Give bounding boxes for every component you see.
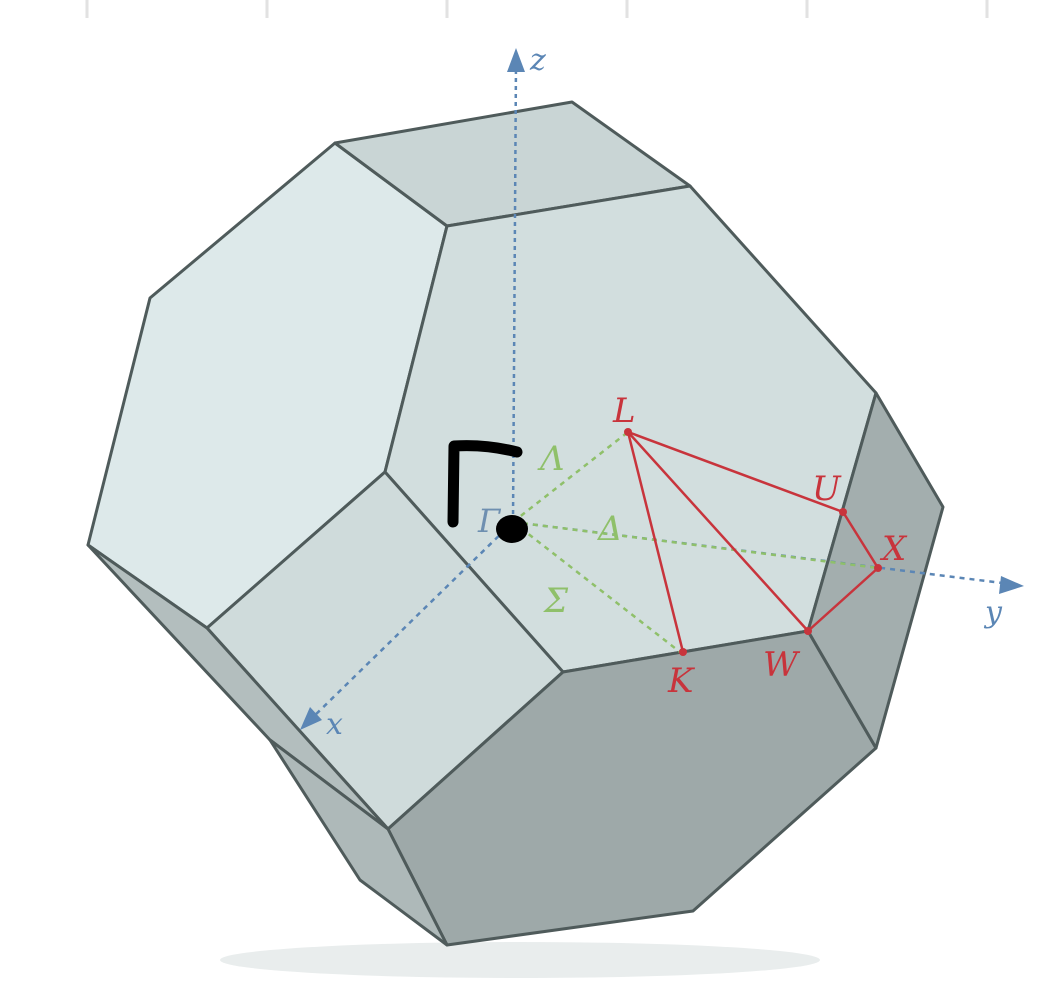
handwritten-gamma-annotation [447, 440, 523, 528]
face-bottom-sliver [268, 738, 449, 947]
path-W-X [806, 566, 880, 633]
handwritten-gamma-dot [496, 515, 528, 543]
point-W-dot [804, 627, 812, 635]
x-arrow-icon [300, 707, 322, 730]
point-K-dot [679, 648, 687, 656]
point-X-label: X [879, 529, 908, 569]
handwritten-gamma-stroke [447, 440, 523, 528]
delta-label: Δ [596, 509, 623, 549]
point-L-dot [624, 428, 632, 436]
path-L-W [626, 430, 810, 633]
z-arrow-icon [507, 48, 525, 72]
point-X-dot [874, 564, 882, 572]
symmetry-lines [512, 431, 879, 653]
point-W-label: W [763, 645, 801, 685]
path-L-U [626, 430, 845, 514]
point-U-label: U [812, 469, 842, 509]
axis-arrowheads [300, 48, 1024, 730]
lambda-line [512, 431, 629, 523]
point-L-label: L [612, 391, 636, 431]
path-U-X [841, 510, 880, 570]
y-arrow-icon [999, 576, 1024, 594]
polyhedron-shadow [220, 942, 820, 978]
delta-line [512, 520, 879, 570]
y-axis-label: y [983, 595, 1003, 630]
path-points [624, 428, 882, 656]
x-axis-line [307, 521, 514, 723]
point-K-label: K [667, 661, 696, 701]
z-axis-label: z [529, 43, 546, 78]
x-axis-label: x [326, 707, 343, 742]
path-L-K [626, 430, 685, 654]
sigma-label: Σ [542, 581, 569, 621]
truncated-octahedron [86, 100, 945, 947]
top-grid-ticks [85, 0, 989, 18]
point-U-dot [839, 508, 847, 516]
high-symmetry-path [626, 430, 880, 654]
lambda-label: Λ [537, 439, 565, 479]
